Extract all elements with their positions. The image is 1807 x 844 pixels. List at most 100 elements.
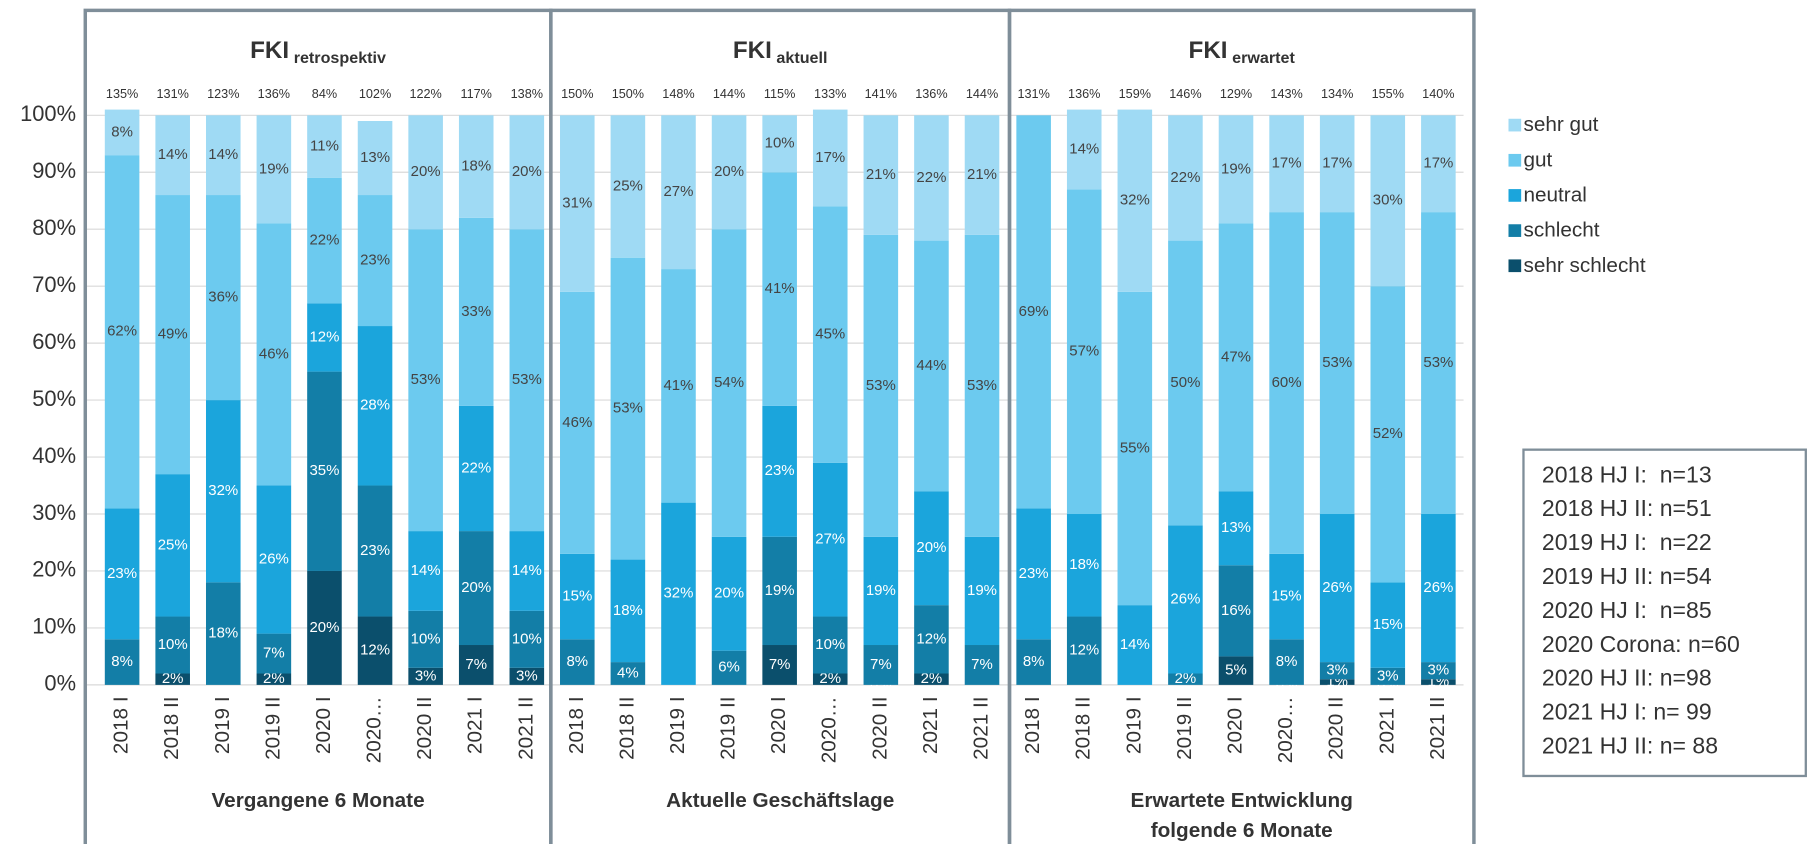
data-label: 26% — [1322, 579, 1352, 596]
data-label: 10% — [158, 636, 188, 653]
bar-segment — [711, 115, 747, 230]
data-label: 19% — [259, 160, 289, 177]
bar-segment — [812, 673, 848, 685]
legend-label: schlecht — [1523, 219, 1599, 242]
sample-size-line: 2021 HJ I: n= 99 — [1542, 699, 1712, 725]
data-label: 27% — [815, 531, 845, 548]
bar-segment — [1421, 514, 1456, 663]
bar-segment — [1269, 639, 1304, 685]
bar-segment — [560, 115, 595, 292]
x-tick-label: 2018 I — [1021, 696, 1044, 754]
bar-segment — [812, 206, 848, 463]
balance-label: 143% — [1270, 87, 1302, 101]
x-tick-label: 2020… — [1274, 696, 1297, 763]
data-label: 17% — [1322, 155, 1352, 172]
bar-segment — [256, 485, 292, 634]
chart-title-sub: erwartet — [1232, 49, 1295, 67]
x-tick-label: 2019 II — [261, 696, 284, 759]
balance-label: 123% — [207, 87, 239, 101]
bar-segment — [762, 115, 797, 173]
bar-segment — [1218, 115, 1254, 224]
balance-label: 102% — [359, 87, 391, 101]
sample-size-line: 2018 HJ I: n=13 — [1542, 461, 1712, 487]
data-label: 41% — [765, 280, 795, 297]
bar-segment — [1066, 616, 1102, 685]
bar-segment — [762, 536, 797, 646]
legend-label: sehr schlecht — [1523, 254, 1645, 277]
bar-segment — [1370, 115, 1406, 287]
bar-segment — [1168, 525, 1203, 674]
x-tick-label: 2018 II — [160, 696, 183, 759]
bar-segment — [711, 650, 747, 685]
data-label: 19% — [967, 582, 997, 599]
y-tick-label: 10% — [32, 614, 76, 639]
data-label: 22% — [309, 232, 339, 249]
data-label: 3% — [1326, 662, 1348, 679]
bar-segment — [509, 229, 545, 532]
bar-segment — [307, 371, 342, 571]
sample-size-line: 2019 HJ II: n=54 — [1542, 563, 1712, 589]
balance-label: 150% — [612, 87, 644, 101]
x-tick-label: 2019 II — [1173, 696, 1196, 759]
x-tick-label: 2021 II — [514, 696, 537, 759]
data-label: 14% — [208, 146, 238, 163]
bar-segment — [914, 115, 949, 241]
data-label: 46% — [562, 414, 592, 431]
data-label: 17% — [1423, 155, 1453, 172]
y-tick-label: 40% — [32, 443, 76, 468]
bar-segment — [1066, 514, 1102, 617]
chart-title-main: FKI — [733, 37, 772, 64]
data-label: 60% — [1272, 374, 1302, 391]
data-label: 47% — [1221, 348, 1251, 365]
data-label: 21% — [866, 166, 896, 183]
bar-segment — [1421, 212, 1456, 515]
data-label: 23% — [360, 542, 390, 559]
balance-label: 133% — [814, 87, 846, 101]
legend-swatch — [1508, 189, 1522, 202]
data-label: 5% — [1225, 662, 1247, 679]
panel-border — [1007, 8, 1476, 844]
balance-label: 148% — [662, 87, 694, 101]
bar-segment — [357, 120, 393, 196]
x-axis-label: Vergangene 6 Monate — [212, 789, 425, 812]
data-label: 32% — [208, 482, 238, 499]
data-label: 10% — [512, 630, 542, 647]
data-label: 7% — [263, 645, 285, 662]
bar-segment — [458, 405, 494, 532]
bar-segment — [863, 536, 899, 646]
x-tick-label: 2021 I — [464, 696, 487, 754]
bar-segment — [458, 531, 494, 646]
bar-segment — [1319, 514, 1355, 663]
data-label: 20% — [461, 579, 491, 596]
data-label: 53% — [967, 377, 997, 394]
x-tick-label: 2020 I — [312, 696, 335, 754]
data-label: 4% — [617, 664, 639, 681]
bar-segment — [458, 115, 494, 218]
balance-label: 144% — [713, 87, 745, 101]
balance-label: 135% — [106, 87, 138, 101]
bar-segment — [408, 531, 443, 611]
bar-segment — [155, 673, 190, 685]
x-tick-label: 2020 I — [1223, 696, 1246, 754]
data-label: 3% — [415, 667, 437, 684]
data-label: 30% — [1373, 192, 1403, 209]
x-tick-label: 2020 II — [413, 696, 436, 759]
bar-segment — [812, 462, 848, 617]
bar-segment — [1269, 553, 1304, 640]
bar-segment — [1319, 212, 1355, 515]
bar-segment — [205, 582, 241, 685]
bar-segment — [1319, 115, 1355, 213]
data-label: 20% — [512, 163, 542, 180]
x-tick-label: 2019 I — [1122, 696, 1145, 754]
bar-segment — [104, 155, 140, 509]
bar-segment — [357, 326, 393, 486]
balance-label: 146% — [1169, 87, 1201, 101]
data-label: 46% — [259, 345, 289, 362]
data-label: 7% — [769, 656, 791, 673]
x-tick-label: 2018 II — [615, 696, 638, 759]
data-label: 18% — [461, 158, 491, 175]
data-label: 55% — [1120, 439, 1150, 456]
data-label: 26% — [259, 551, 289, 568]
bar-segment — [1218, 223, 1254, 492]
bar-segment — [560, 553, 595, 640]
